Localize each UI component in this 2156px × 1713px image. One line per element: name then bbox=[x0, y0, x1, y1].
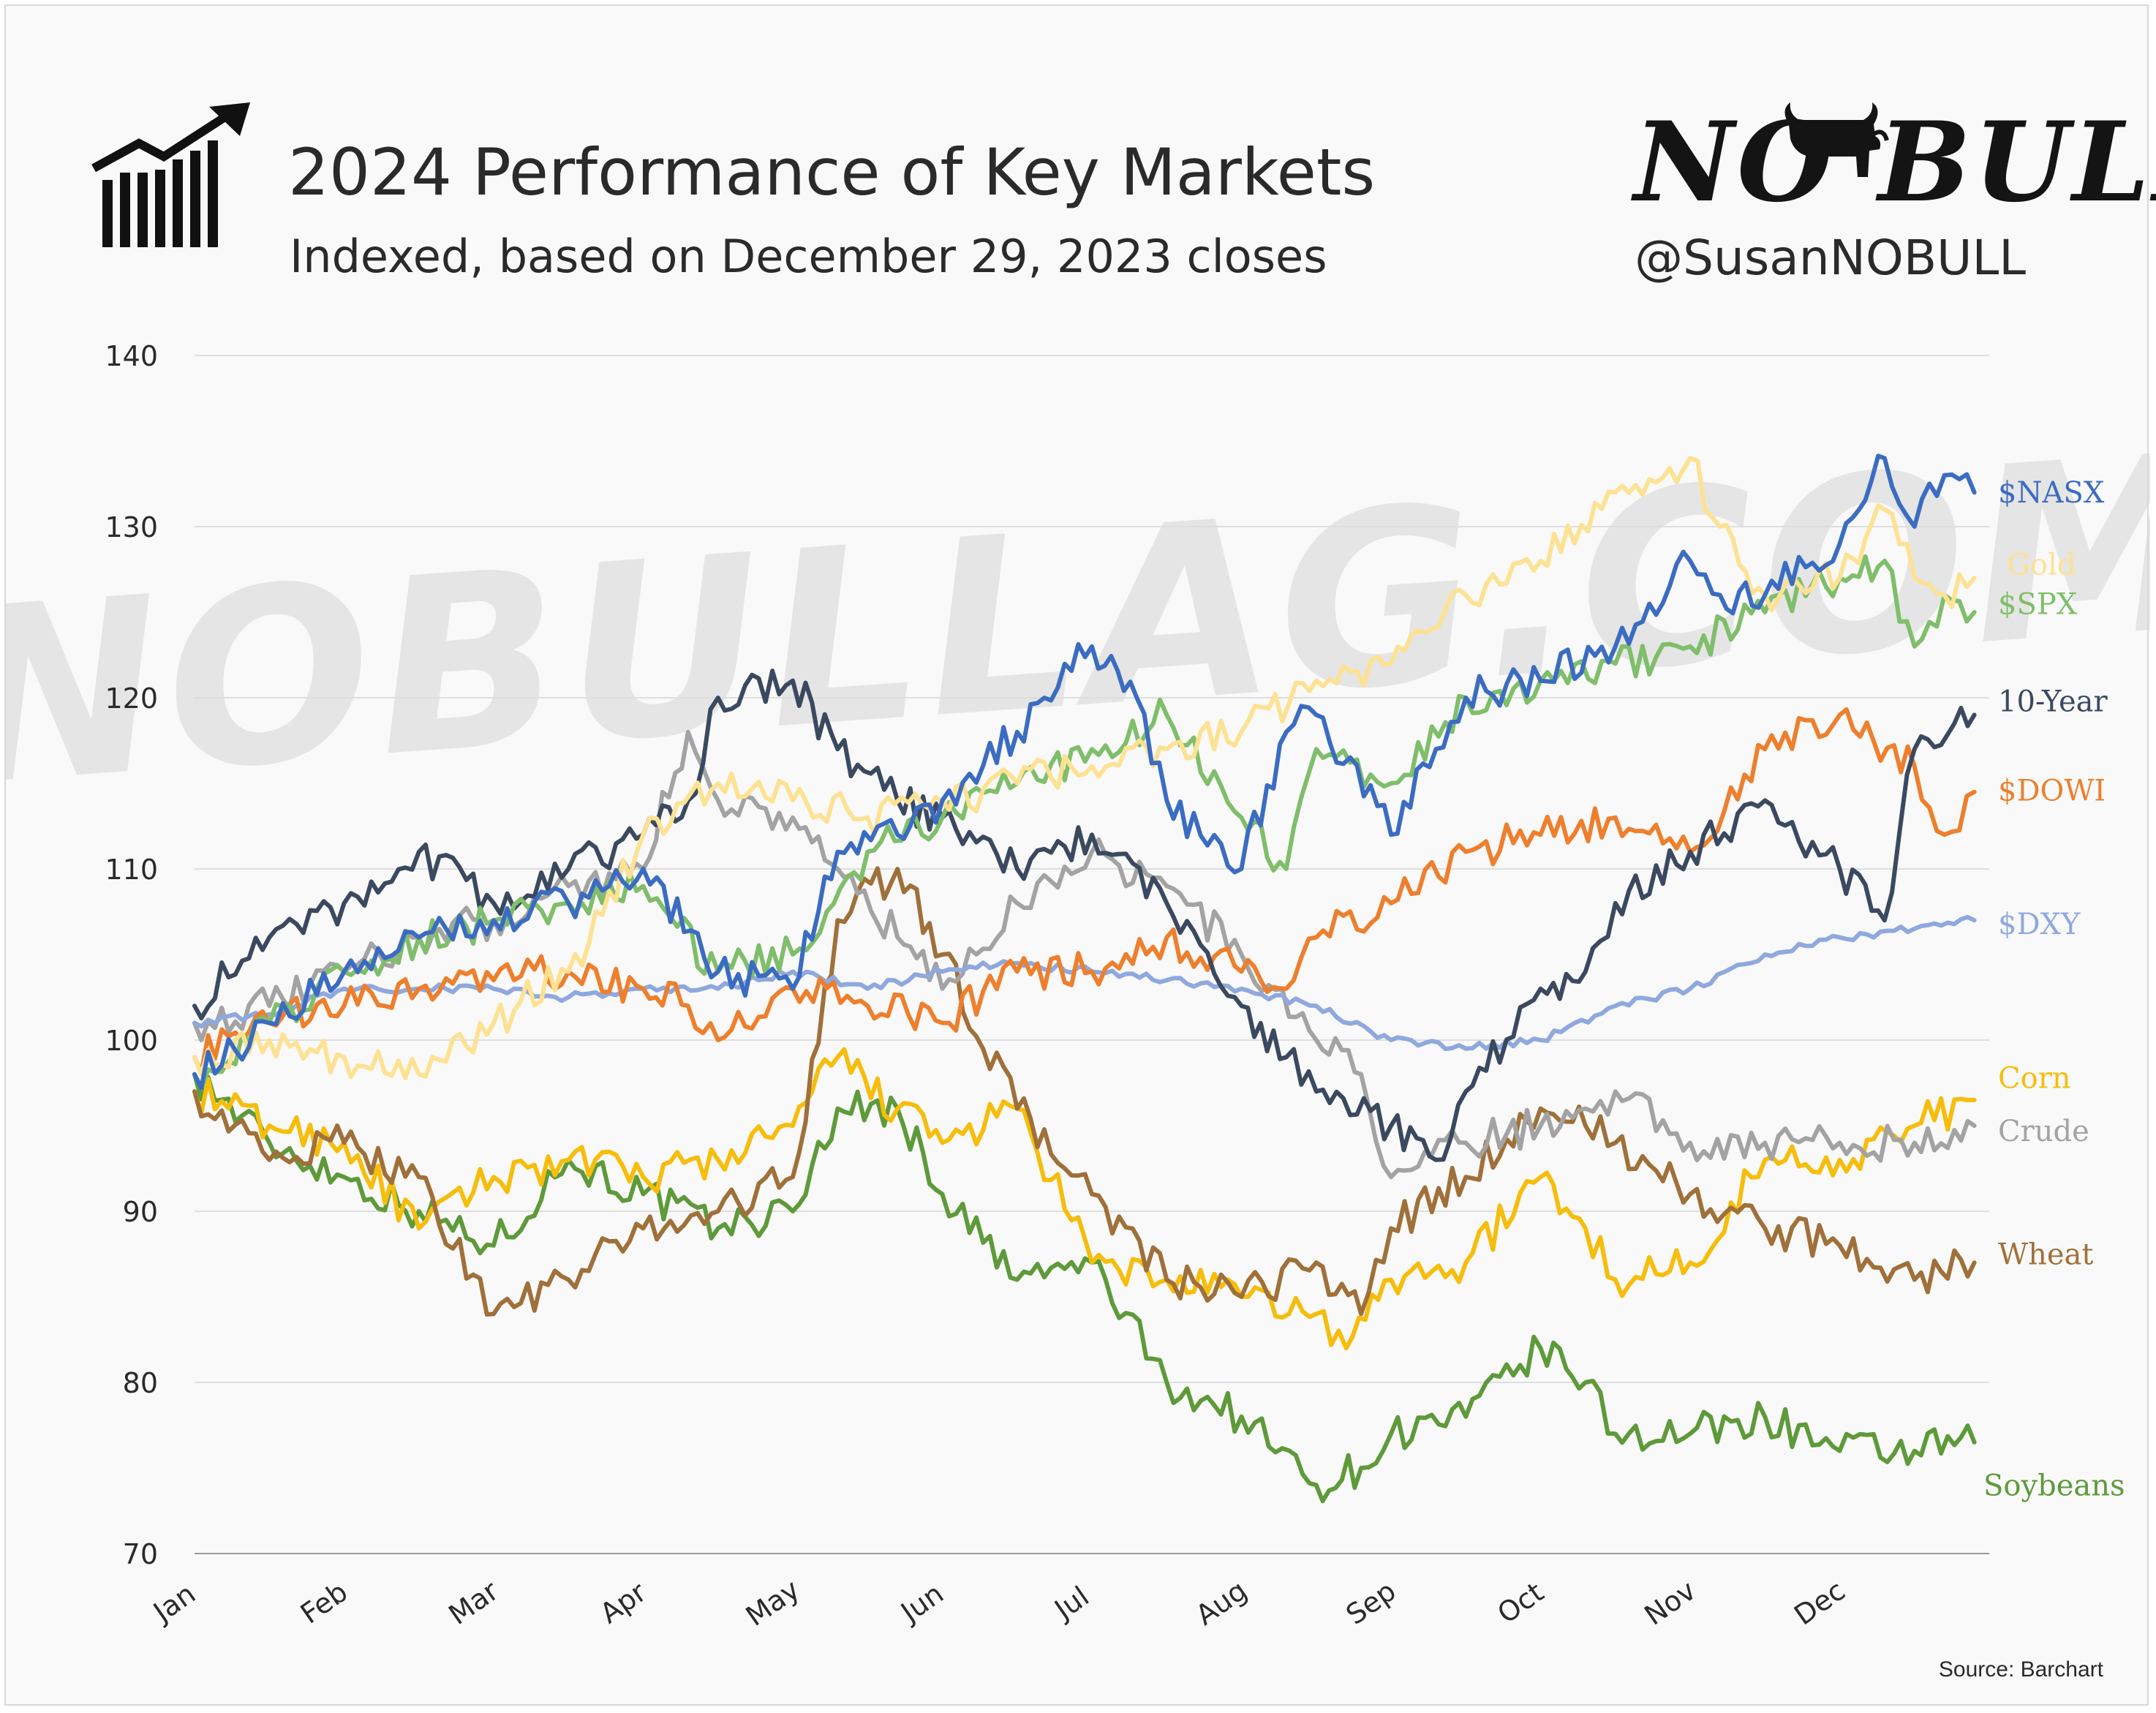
x-tick-label: May bbox=[740, 1573, 806, 1633]
y-tick-label: 70 bbox=[123, 1538, 158, 1570]
y-tick-label: 110 bbox=[105, 854, 158, 886]
x-tick-label: Feb bbox=[295, 1575, 353, 1630]
y-tick-label: 140 bbox=[105, 340, 158, 372]
series-line-nasx bbox=[192, 453, 1977, 1091]
series-line-spx bbox=[192, 554, 1977, 1091]
series-lines bbox=[192, 453, 1977, 1504]
series-label: Crude bbox=[1998, 1115, 2089, 1148]
x-tick-label: Aug bbox=[1190, 1574, 1253, 1632]
x-tick-label: Apr bbox=[594, 1575, 652, 1630]
series-label: 10-Year bbox=[1998, 685, 2108, 719]
x-tick-label: Dec bbox=[1788, 1574, 1850, 1631]
series-line-gold bbox=[192, 456, 1977, 1080]
series-label: $NASX bbox=[1998, 476, 2105, 510]
series-label: Soybeans bbox=[1983, 1469, 2125, 1502]
chart-title: 2024 Performance of Key Markets bbox=[288, 135, 1376, 210]
x-tick-label: Sep bbox=[1341, 1575, 1402, 1631]
chart-frame: NOBULLAG.COM 70 80 90 100 110 120 130 140 Jan Fe… bbox=[4, 4, 2156, 1706]
y-axis-ticks: 70 80 90 100 110 120 130 140 bbox=[105, 340, 158, 1570]
series-label: Corn bbox=[1998, 1061, 2071, 1095]
series-label: $DOWI bbox=[1998, 774, 2106, 807]
source-note: Source: Barchart bbox=[1938, 1657, 2103, 1682]
y-tick-label: 80 bbox=[123, 1367, 158, 1399]
series-labels: Soybeans Corn Wheat Crude $DXY $DOWI 10-Year $S… bbox=[1983, 476, 2125, 1502]
logo-text-bull: BULL bbox=[1878, 98, 2156, 227]
series-label: Gold bbox=[2007, 548, 2076, 581]
logo-text-no: NO bbox=[1634, 98, 1836, 227]
x-tick-label: Nov bbox=[1639, 1574, 1702, 1632]
x-axis-ticks: Jan Feb Mar Apr May Jun Jul Aug Sep Oct Nov Dec bbox=[146, 1573, 1850, 1633]
y-tick-label: 130 bbox=[105, 511, 158, 543]
series-line-wheat bbox=[192, 866, 1977, 1317]
series-line-10year bbox=[192, 669, 1977, 1162]
bar-chart-up-arrow-icon bbox=[91, 102, 250, 247]
y-tick-label: 120 bbox=[105, 682, 158, 715]
series-label: $SPX bbox=[1998, 587, 2078, 621]
bull-icon bbox=[1784, 102, 1889, 177]
x-tick-label: Jan bbox=[146, 1578, 201, 1630]
chart-subtitle: Indexed, based on December 29, 2023 clos… bbox=[290, 230, 1327, 283]
x-tick-label: Oct bbox=[1492, 1575, 1550, 1630]
series-label: $DXY bbox=[1998, 908, 2081, 941]
y-tick-label: 90 bbox=[123, 1196, 158, 1228]
x-tick-label: Mar bbox=[443, 1575, 505, 1631]
y-tick-label: 100 bbox=[105, 1025, 158, 1057]
series-label: Wheat bbox=[1998, 1238, 2093, 1272]
series-line-corn bbox=[192, 1047, 1977, 1351]
series-line-soybeans bbox=[192, 1072, 1977, 1504]
series-line-dxy bbox=[192, 914, 1977, 1052]
y-gridlines bbox=[195, 355, 1989, 1554]
x-tick-label: Jun bbox=[894, 1577, 949, 1629]
social-handle: @SusanNOBULL bbox=[1635, 230, 2026, 286]
x-tick-label: Jul bbox=[1048, 1580, 1095, 1626]
series-line-dowi bbox=[192, 707, 1977, 1075]
